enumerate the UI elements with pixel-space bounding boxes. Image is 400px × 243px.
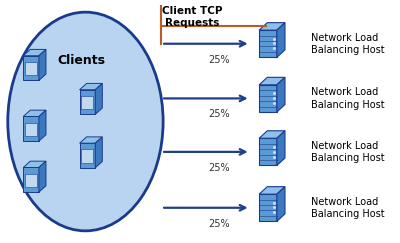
- Polygon shape: [23, 161, 46, 167]
- Text: 25%: 25%: [209, 109, 230, 119]
- Text: Clients: Clients: [58, 54, 106, 67]
- FancyBboxPatch shape: [81, 149, 93, 163]
- Polygon shape: [80, 83, 102, 90]
- Polygon shape: [23, 49, 46, 56]
- FancyBboxPatch shape: [23, 116, 39, 141]
- Text: 25%: 25%: [209, 54, 230, 65]
- Polygon shape: [259, 187, 285, 194]
- FancyBboxPatch shape: [259, 194, 277, 221]
- FancyBboxPatch shape: [259, 30, 277, 57]
- Polygon shape: [23, 110, 46, 116]
- Text: 25%: 25%: [209, 163, 230, 173]
- FancyBboxPatch shape: [80, 90, 95, 114]
- FancyBboxPatch shape: [259, 85, 277, 112]
- Ellipse shape: [8, 12, 163, 231]
- Text: Network Load
Balancing Host: Network Load Balancing Host: [311, 87, 384, 110]
- Polygon shape: [259, 77, 285, 85]
- Polygon shape: [259, 131, 285, 138]
- Text: 25%: 25%: [209, 218, 230, 229]
- Polygon shape: [277, 187, 285, 221]
- Polygon shape: [277, 77, 285, 112]
- FancyBboxPatch shape: [23, 56, 39, 80]
- FancyBboxPatch shape: [25, 174, 36, 187]
- Polygon shape: [39, 161, 46, 192]
- Polygon shape: [80, 137, 102, 143]
- Polygon shape: [259, 23, 285, 30]
- FancyBboxPatch shape: [259, 138, 277, 165]
- Text: Network Load
Balancing Host: Network Load Balancing Host: [311, 141, 384, 163]
- Polygon shape: [95, 137, 102, 168]
- FancyBboxPatch shape: [25, 62, 36, 75]
- FancyBboxPatch shape: [81, 96, 93, 109]
- Text: Network Load
Balancing Host: Network Load Balancing Host: [311, 197, 384, 219]
- FancyBboxPatch shape: [23, 167, 39, 192]
- Text: Client TCP
Requests: Client TCP Requests: [162, 6, 222, 28]
- Text: Network Load
Balancing Host: Network Load Balancing Host: [311, 33, 384, 55]
- Polygon shape: [39, 49, 46, 80]
- Polygon shape: [39, 110, 46, 141]
- Polygon shape: [277, 23, 285, 57]
- Polygon shape: [277, 131, 285, 165]
- Polygon shape: [95, 83, 102, 114]
- FancyBboxPatch shape: [25, 123, 36, 136]
- FancyBboxPatch shape: [80, 143, 95, 168]
